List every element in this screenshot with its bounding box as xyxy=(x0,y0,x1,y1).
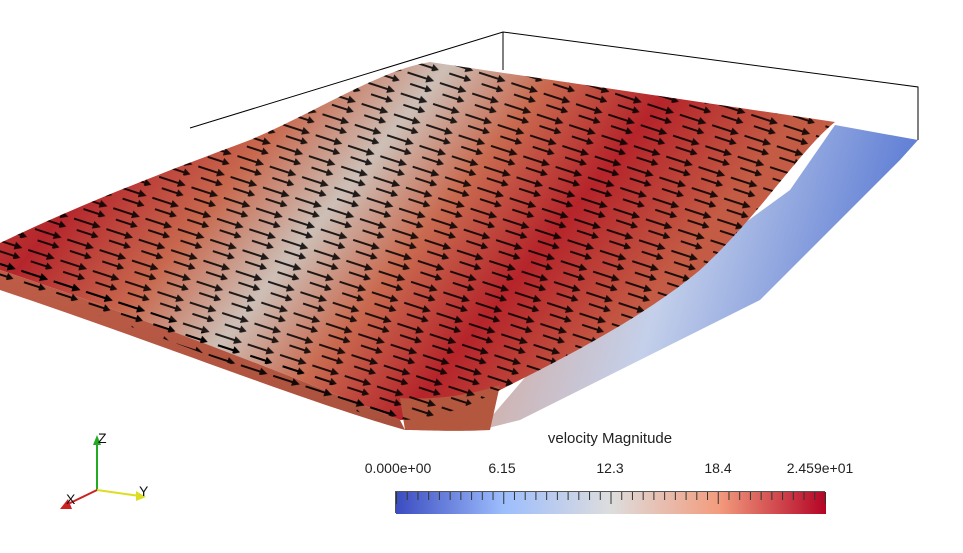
y-axis-arrowhead xyxy=(136,491,146,501)
legend-tick-max: 2.459e+01 xyxy=(786,460,854,476)
velocity-arrows-front xyxy=(0,255,400,420)
slab-right-face xyxy=(480,125,918,430)
x-axis-arrowhead xyxy=(60,499,72,509)
z-axis-label: Z xyxy=(98,430,107,446)
y-axis-line xyxy=(96,489,141,497)
velocity-arrows xyxy=(0,62,835,420)
x-axis-label: X xyxy=(66,491,76,507)
legend-tick-3: 12.3 xyxy=(596,460,624,476)
legend-title: velocity Magnitude xyxy=(547,430,673,447)
colorbar-svg xyxy=(396,492,826,514)
x-axis-line xyxy=(65,489,98,506)
legend-tick-4: 18.4 xyxy=(704,460,732,476)
y-axis-label: Y xyxy=(139,483,149,499)
legend-tick-2: 6.15 xyxy=(488,460,516,476)
colorbar xyxy=(395,491,826,514)
legend-tick-min: 0.000e+00 xyxy=(364,460,432,476)
axes-triad-svg xyxy=(60,435,146,509)
z-axis-arrowhead xyxy=(93,435,101,445)
